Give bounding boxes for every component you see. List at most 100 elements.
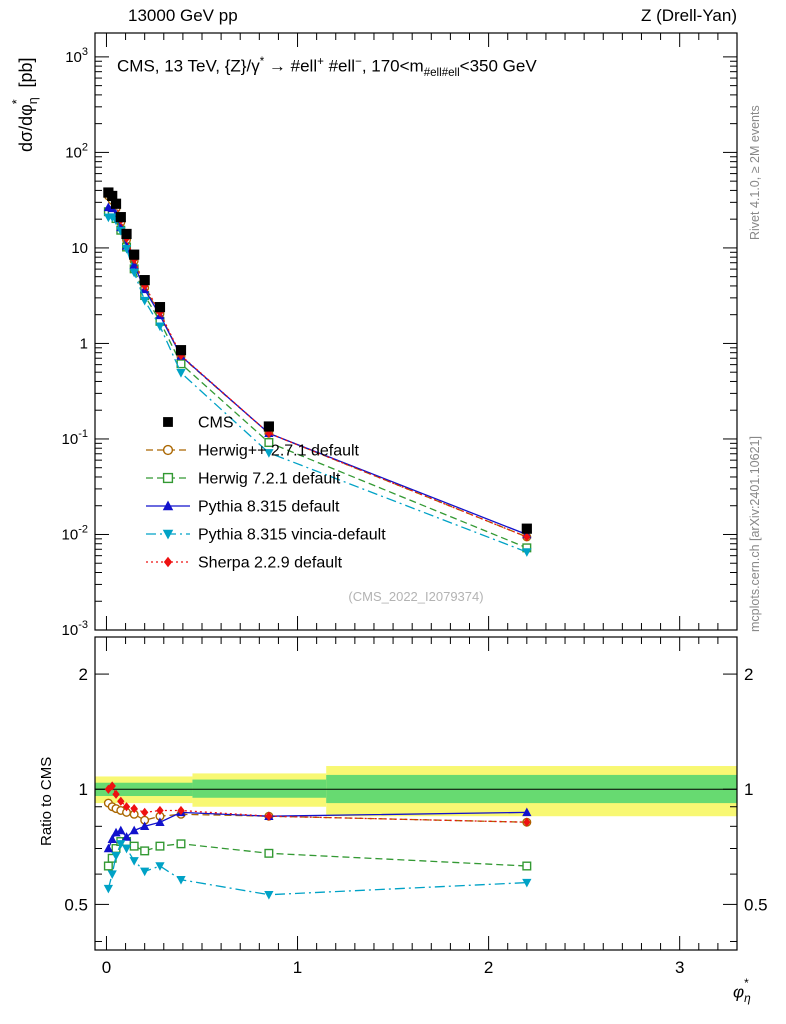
y-tick-label: 1 [80, 335, 88, 352]
diamond-filled-marker [523, 817, 531, 827]
triangle-down-filled-marker [176, 369, 186, 378]
y-tick-label: 10 [71, 240, 88, 257]
plot-title: CMS, 13 TeV, {Z}/γ* → #ell+ #ell−, 170<m… [117, 56, 537, 79]
square-filled-marker [129, 249, 140, 260]
square-filled-marker [139, 275, 150, 286]
ratio-line-vincia [107, 842, 527, 896]
title-part: #ell [323, 56, 356, 76]
triangle-down-filled-marker [155, 322, 165, 332]
title-sup: + [317, 56, 324, 68]
square-filled-marker [263, 421, 274, 432]
triangle-down-filled-marker [140, 867, 150, 877]
x-axis-label: φ * η [733, 976, 755, 1005]
legend-item-herwigpp: Herwig++ 2.7.1 default [146, 443, 360, 460]
y-label-units: [pb] [16, 57, 37, 93]
title-part: → #ell [264, 56, 318, 76]
process-label: Z (Drell-Yan) [640, 6, 737, 25]
triangle-down-filled-marker [129, 268, 139, 278]
ratio-line-herwig7 [107, 840, 527, 867]
square-filled-marker [121, 228, 132, 240]
phi-star-eta-symbol: * η [9, 97, 41, 105]
y-tick-label: 103 [65, 46, 88, 66]
cms-data-points [103, 187, 532, 534]
diamond-filled-marker [140, 807, 149, 817]
triangle-up-filled-marker [107, 834, 117, 843]
legend-label: Pythia 8.315 vincia-default [198, 527, 386, 544]
x-label-text: φ [733, 982, 745, 1002]
y-tick-label: 10-3 [62, 619, 88, 639]
series-line-herwig7 [108, 211, 528, 549]
square-open-marker [264, 848, 274, 858]
diamond-filled-marker [112, 789, 120, 799]
green-band-segment [192, 779, 327, 798]
legend-label: Pythia 8.315 default [198, 499, 340, 516]
analysis-id-watermark: (CMS_2022_I2079374) [348, 589, 484, 604]
triangle-up-filled-marker [155, 817, 165, 826]
diamond-filled-marker [117, 796, 125, 806]
beam-energy-label: 13000 GeV pp [128, 6, 238, 25]
square-open-marker [103, 861, 113, 871]
ratio-tick-label-left: 2 [79, 665, 88, 684]
main-panel-frame [94, 32, 738, 631]
square-open-marker [129, 841, 139, 851]
title-part: <350 GeV [459, 56, 537, 76]
ratio-panel-frame [94, 636, 738, 951]
triangle-down-filled-marker [155, 862, 165, 871]
legend-item-sherpa: Sherpa 2.2.9 default [146, 555, 343, 572]
square-filled-marker [163, 417, 173, 427]
phi-star-eta-symbol: * η [744, 976, 751, 1005]
legend-item-cms: CMS [163, 415, 234, 432]
legend-item-pythia: Pythia 8.315 default [146, 499, 340, 516]
diamond-filled-marker [265, 428, 273, 438]
legend-item-herwig7: Herwig 7.2.1 default [146, 471, 341, 488]
triangle-up-filled-marker [121, 832, 132, 841]
x-tick-label: 1 [293, 958, 302, 977]
circle-open-marker [162, 444, 174, 456]
legend: CMS Herwig++ 2.7.1 default Herwig 7.2.1 de… [146, 415, 386, 572]
triangle-up-filled-marker [140, 821, 150, 831]
cms-uncertainty-bands [95, 766, 737, 817]
square-open-marker [522, 861, 532, 871]
legend-item-vincia: Pythia 8.315 vincia-default [146, 527, 386, 544]
square-filled-marker [115, 212, 126, 223]
triangle-down-filled-marker [107, 870, 117, 879]
ratio-tick-label-right: 2 [744, 665, 753, 684]
square-open-marker [264, 438, 274, 448]
x-tick-label: 0 [102, 958, 111, 977]
y-tick-label: 10-1 [62, 428, 88, 448]
ratio-axis-label: Ratio to CMS [38, 756, 55, 846]
legend-label: CMS [198, 415, 234, 432]
triangle-up-filled-marker [162, 500, 174, 511]
square-filled-marker [521, 523, 532, 534]
square-open-marker [176, 839, 186, 849]
title-part: , 170<m [361, 56, 424, 76]
y-axis-label: dσ/dφ * η [pb] [9, 57, 41, 152]
square-open-marker [140, 846, 150, 856]
y-tick-label: 10-2 [62, 523, 88, 543]
triangle-up-filled-marker [522, 807, 532, 817]
triangle-up-filled-marker [103, 843, 114, 853]
ratio-tick-label-right: 0.5 [744, 895, 768, 914]
legend-label: Sherpa 2.2.9 default [198, 555, 343, 572]
square-filled-marker [154, 302, 166, 313]
y-tick-label: 102 [65, 141, 88, 161]
triangle-down-filled-marker [116, 840, 126, 849]
diamond-filled-marker [523, 532, 531, 542]
triangle-down-filled-marker [103, 884, 114, 894]
x-tick-label: 2 [484, 958, 493, 977]
triangle-up-filled-marker [129, 260, 139, 269]
triangle-down-filled-marker [121, 245, 132, 254]
triangle-up-filled-marker [116, 825, 126, 835]
mcplots-citation-note: mcplots.cern.ch [arXiv:2401.10621] [748, 436, 762, 632]
triangle-down-filled-marker [264, 890, 274, 900]
title-sup: * [259, 56, 265, 68]
title-part: CMS, 13 TeV, {Z}/γ [117, 56, 260, 76]
title-sub: #ell#ell [423, 67, 460, 80]
triangle-down-filled-marker [176, 876, 186, 885]
legend-label: Herwig++ 2.7.1 default [198, 443, 360, 460]
triangle-down-filled-marker [111, 852, 121, 861]
triangle-down-filled-marker [522, 548, 532, 557]
